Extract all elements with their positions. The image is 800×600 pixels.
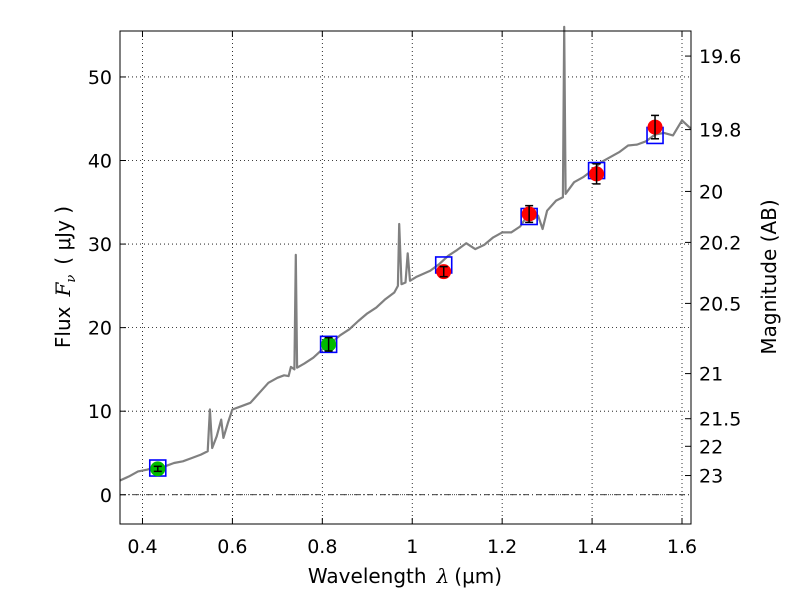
- y2-tick-label: 20.5: [699, 293, 741, 315]
- y-tick-label: 50: [88, 67, 112, 89]
- x-axis-label: Wavelength λ (μm): [308, 564, 502, 588]
- y-tick-label: 20: [88, 318, 112, 340]
- y2-tick-label: 23: [699, 466, 723, 488]
- model-point: [319, 335, 338, 354]
- y2-tick-label: 19.8: [699, 120, 741, 142]
- y2-axis-label: Magnitude (AB): [757, 199, 781, 354]
- y2-tick-label: 19.6: [699, 46, 741, 68]
- y2-tick-label: 20: [699, 181, 723, 203]
- x-tick-label: 1.4: [577, 536, 607, 558]
- y-tick-label: 0: [100, 485, 112, 507]
- photometry-markers: [148, 114, 664, 477]
- x-tick-label: 0.8: [307, 536, 337, 558]
- y-tick-label: 40: [88, 151, 112, 173]
- y2-tick-label: 21: [699, 364, 723, 386]
- y2-tick-label: 22: [699, 436, 723, 458]
- x-tick-label: 0.6: [217, 536, 247, 558]
- model-spectrum: [119, 25, 692, 482]
- y2-tick-label: 21.5: [699, 409, 741, 431]
- y2-tick-label: 20.2: [699, 232, 741, 254]
- x-tick-label: 1.6: [667, 536, 697, 558]
- y-tick-label: 10: [88, 401, 112, 423]
- tick-labels: 0.4 0.6 0.8 1 1.2 1.4 1.6 0 10 20 30 40 50 19.6 19.8 20…: [88, 46, 742, 558]
- axis-ticks: [120, 31, 691, 524]
- x-tick-label: 1.2: [487, 536, 517, 558]
- x-tick-label: 0.4: [127, 536, 157, 558]
- spectrum-line: [119, 25, 692, 482]
- y-axis-label: FluxFν( μJy ): [51, 206, 79, 348]
- x-tick-label: 1: [406, 536, 418, 558]
- plot-frame: [119, 30, 692, 525]
- y-tick-label: 30: [88, 234, 112, 256]
